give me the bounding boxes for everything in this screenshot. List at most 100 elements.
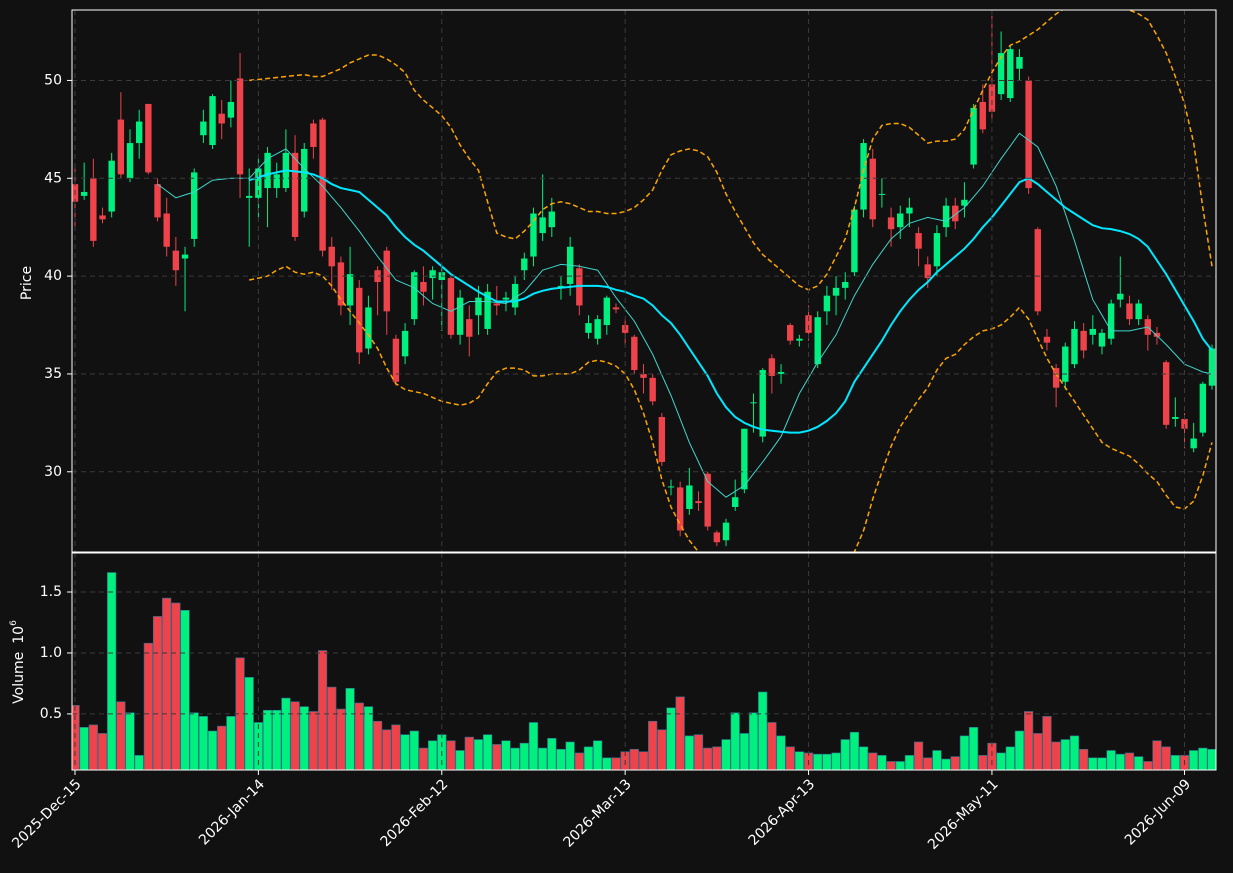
volume-bar <box>483 734 493 770</box>
volume-bar <box>1115 753 1125 770</box>
volume-bar <box>1152 740 1162 770</box>
candle-body <box>319 119 326 251</box>
candle-body <box>805 315 812 333</box>
candle-body <box>731 497 739 507</box>
candle-body <box>328 246 335 267</box>
volume-bar <box>125 712 135 770</box>
candle-body <box>1071 328 1078 365</box>
candle-body <box>383 250 390 312</box>
volume-bar <box>593 740 603 770</box>
candle-body <box>814 317 821 365</box>
candle-body <box>1135 303 1142 320</box>
volume-bar <box>519 742 529 770</box>
volume-bar <box>794 751 804 770</box>
candle-body <box>493 303 500 306</box>
candle-body <box>456 297 464 335</box>
candle-body <box>585 323 592 333</box>
candle-body <box>1025 80 1032 189</box>
price-panel <box>72 10 1216 552</box>
volume-bar <box>886 761 896 770</box>
candle-body <box>658 416 666 462</box>
candle-body <box>741 428 748 490</box>
volume-bar <box>574 752 584 770</box>
candle-body <box>337 262 345 306</box>
volume-bar <box>868 752 878 770</box>
volume-bar <box>354 702 364 770</box>
candle-body <box>1089 328 1096 335</box>
volume-bar <box>657 729 667 770</box>
volume-bar <box>455 750 465 770</box>
candle-body <box>209 96 216 146</box>
candle-body <box>906 207 913 214</box>
candle-body <box>80 191 88 196</box>
volume-bar <box>693 734 704 770</box>
volume-frame <box>71 552 1217 771</box>
volume-bar <box>629 748 639 770</box>
candle-body <box>484 291 491 329</box>
candle-body <box>365 307 372 349</box>
y-tick-label: 35 <box>44 366 62 382</box>
candle-body <box>897 213 904 228</box>
candle-body <box>612 307 620 310</box>
volume-bar <box>978 755 988 770</box>
candle-body <box>200 121 207 136</box>
candle-body <box>108 160 115 212</box>
candle-body <box>704 473 711 527</box>
candle-body <box>631 336 638 371</box>
volume-bar <box>1051 741 1061 770</box>
candle-body <box>1043 336 1051 343</box>
candle-body <box>887 217 895 230</box>
volume-bar <box>987 742 997 770</box>
volume-bar <box>409 730 419 770</box>
volume-bar <box>143 642 153 770</box>
candle-body <box>594 319 601 339</box>
volume-bar <box>877 755 887 770</box>
candle-body <box>603 297 611 326</box>
candle-body <box>851 209 858 273</box>
candle-body <box>1190 438 1197 449</box>
volume-bar <box>1097 757 1107 770</box>
volume-bar <box>1014 730 1025 770</box>
volume-bar <box>1079 748 1089 770</box>
candle-body <box>236 78 244 175</box>
candle-body <box>539 217 546 234</box>
volume-bar <box>281 697 291 770</box>
volume-bar <box>336 708 346 770</box>
candle-body <box>548 211 556 228</box>
price-frame <box>71 9 1217 553</box>
candle-body <box>942 205 950 228</box>
volume-bar <box>226 716 236 770</box>
volume-bar <box>171 602 181 770</box>
volume-bar <box>849 731 859 770</box>
candle-body <box>1052 368 1060 388</box>
volume-bar <box>1207 748 1216 770</box>
volume-bar <box>776 735 786 770</box>
volume-bar <box>831 752 841 770</box>
candle-body <box>521 258 528 271</box>
candle-body <box>878 193 886 195</box>
volume-bar <box>79 727 89 770</box>
candle-body <box>979 101 986 130</box>
volume-bar <box>528 722 539 770</box>
candle-body <box>823 295 831 312</box>
candle-body <box>1117 293 1124 300</box>
candle-body <box>915 233 922 249</box>
volume-bar <box>262 709 273 770</box>
y-tick-label: 50 <box>44 72 62 88</box>
volume-bar <box>1024 711 1034 770</box>
volume-axis-label: Volume 106 <box>9 620 28 704</box>
candle-body <box>227 101 235 118</box>
candle-body <box>181 254 189 259</box>
candle-body <box>1208 348 1216 386</box>
candle-body <box>301 148 308 212</box>
candle-body <box>1107 303 1115 339</box>
volume-offset-exponent: 6 <box>9 620 19 626</box>
candle-body <box>1062 346 1069 382</box>
candle-body <box>869 158 876 220</box>
candle-body <box>356 287 363 353</box>
volume-bar <box>418 747 429 770</box>
candle-body <box>273 174 280 189</box>
volume-bar <box>189 712 199 770</box>
volume-bar <box>822 753 832 770</box>
